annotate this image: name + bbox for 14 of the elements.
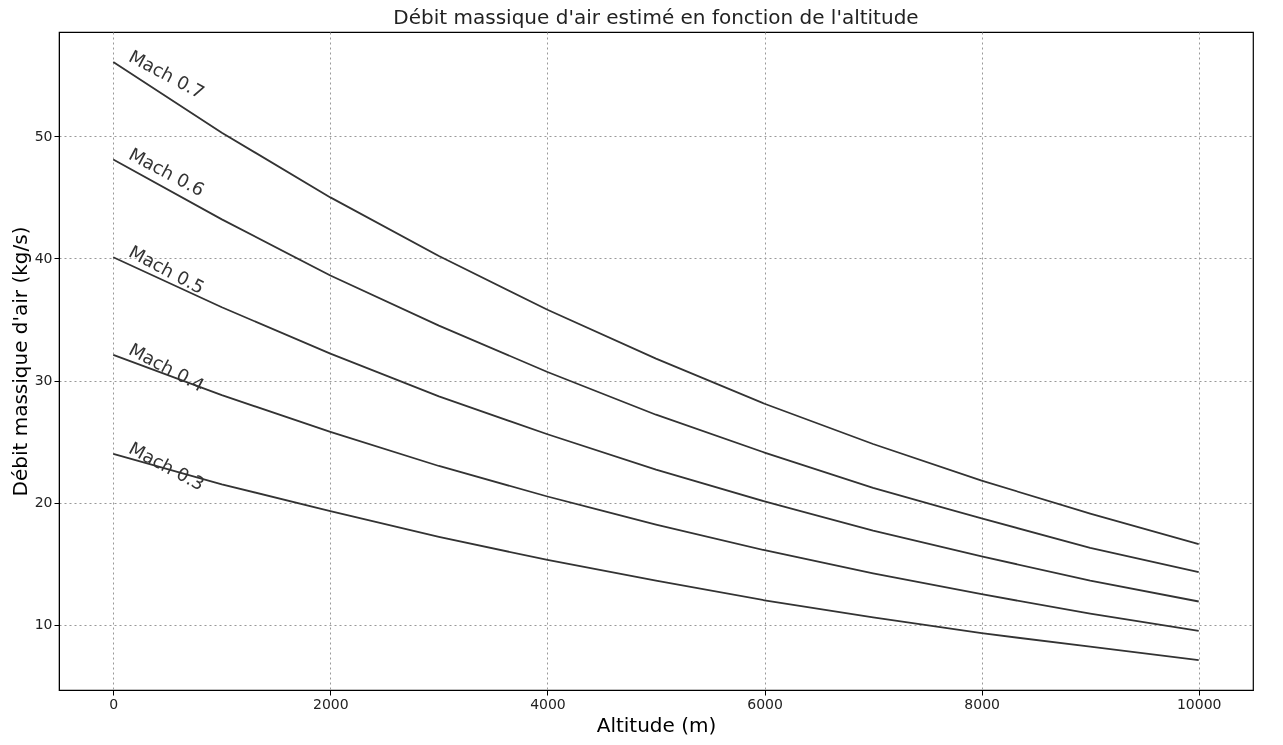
y-tick-label: 40 — [34, 249, 53, 266]
x-tick-label: 0 — [109, 695, 119, 712]
y-tick-label: 20 — [34, 494, 53, 511]
x-tick-label: 2000 — [313, 695, 349, 712]
x-tick-label: 4000 — [530, 695, 566, 712]
x-tick-label: 6000 — [747, 695, 783, 712]
y-axis-title: Débit massique d'air (kg/s) — [7, 226, 32, 497]
chart-title: Débit massique d'air estimé en fonction de l'altitude — [393, 5, 919, 29]
y-tick-label: 50 — [34, 127, 53, 144]
y-tick-label: 10 — [34, 616, 53, 633]
x-axis-title: Altitude (m) — [596, 712, 717, 737]
x-tick-label: 8000 — [964, 695, 1000, 712]
y-tick-label: 30 — [34, 372, 53, 389]
x-tick-label: 10000 — [1176, 695, 1222, 712]
